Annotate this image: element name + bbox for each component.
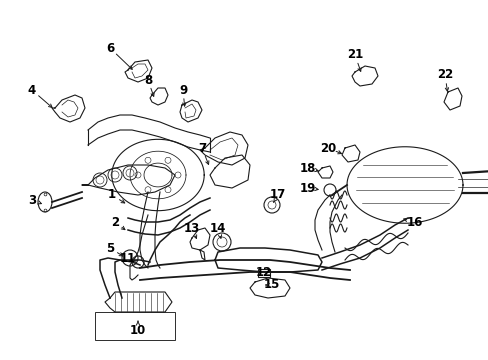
Text: 20: 20 xyxy=(319,141,335,154)
Bar xyxy=(95,312,175,340)
Text: 5: 5 xyxy=(106,242,114,255)
Text: 12: 12 xyxy=(255,266,271,279)
Text: 22: 22 xyxy=(436,68,452,81)
Text: 8: 8 xyxy=(143,73,152,86)
Text: 14: 14 xyxy=(209,221,226,234)
Text: 1: 1 xyxy=(108,189,116,202)
Text: 7: 7 xyxy=(198,141,205,154)
Text: 11: 11 xyxy=(120,252,136,265)
Text: 17: 17 xyxy=(269,189,285,202)
Text: 15: 15 xyxy=(263,279,280,292)
Text: 2: 2 xyxy=(111,216,119,229)
Text: 3: 3 xyxy=(28,194,36,207)
Text: 18: 18 xyxy=(299,162,316,175)
Text: 19: 19 xyxy=(299,181,316,194)
Text: 21: 21 xyxy=(346,49,363,62)
Text: 4: 4 xyxy=(28,84,36,96)
Text: 6: 6 xyxy=(106,41,114,54)
Text: 9: 9 xyxy=(179,84,187,96)
Text: 13: 13 xyxy=(183,221,200,234)
Text: 10: 10 xyxy=(130,324,146,337)
Text: 16: 16 xyxy=(406,216,422,229)
